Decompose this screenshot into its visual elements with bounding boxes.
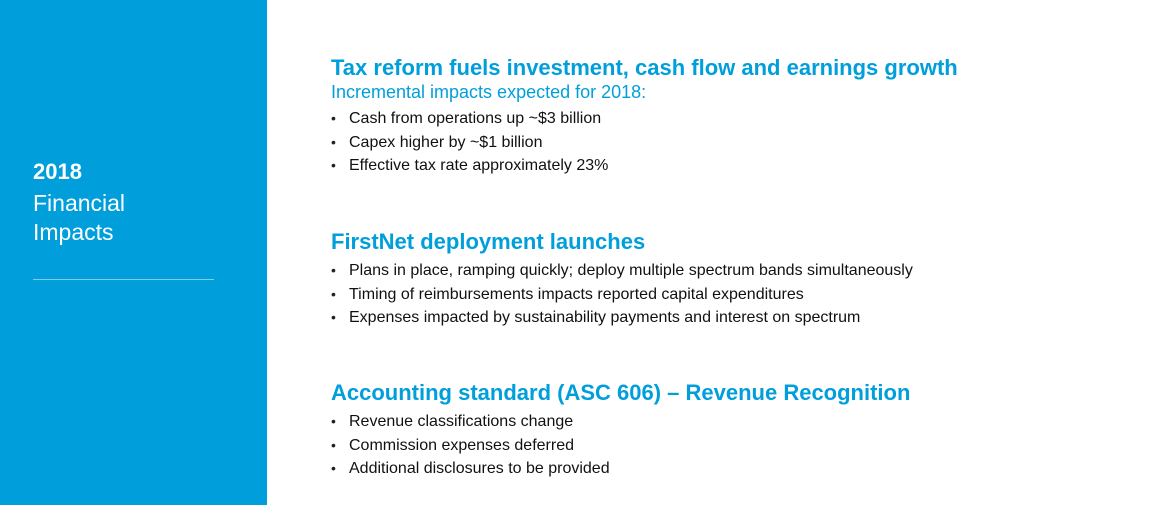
bullet-icon: • [331,413,336,429]
bullet-icon: • [331,285,336,302]
bullet-icon: • [331,110,336,126]
list-item: • Capex higher by ~$1 billion [331,131,1151,155]
list-item: • Commission expenses deferred [331,434,1151,458]
list-item-text: Expenses impacted by sustainability paym… [349,309,861,326]
sidebar-panel: 2018 Financial Impacts [0,0,267,505]
list-item: • Revenue classifications change [331,410,1151,434]
bullet-list: • Cash from operations up ~$3 billion • Ca… [331,107,1151,178]
bullet-icon: • [331,133,336,150]
sidebar-divider [33,279,214,280]
list-item: • Additional disclosures to be provided [331,457,1151,481]
list-item-text: Additional disclosures to be provided [349,460,610,477]
list-item: • Effective tax rate approximately 23% [331,154,1151,178]
list-item-text: Capex higher by ~$1 billion [349,133,543,151]
sidebar-title: Financial Impacts [33,189,125,247]
bullet-icon: • [331,262,336,278]
bullet-icon: • [331,436,336,453]
list-item-text: Effective tax rate approximately 23% [349,157,609,174]
section-heading: Tax reform fuels investment, cash flow a… [331,55,958,80]
section-subheading: Incremental impacts expected for 2018: [331,82,647,102]
list-item-text: Cash from operations up ~$3 billion [349,110,602,127]
list-item-text: Timing of reimbursements impacts reporte… [349,285,804,303]
list-item-text: Plans in place, ramping quickly; deploy … [349,262,913,279]
bullet-list: • Revenue classifications change • Commiss… [331,410,1151,481]
section-tax-reform: Tax reform fuels investment, cash flow a… [331,55,1151,178]
section-accounting-standard: Accounting standard (ASC 606) – Revenue … [331,380,1151,481]
list-item: • Plans in place, ramping quickly; deploy… [331,259,1151,283]
bullet-icon: • [331,309,336,325]
bullet-icon: • [331,460,336,476]
list-item: • Expenses impacted by sustainability pay… [331,306,1151,330]
sidebar-year: 2018 [33,159,82,184]
bullet-icon: • [331,157,336,173]
list-item: • Timing of reimbursements impacts report… [331,283,1151,307]
section-heading: Accounting standard (ASC 606) – Revenue … [331,380,911,405]
list-item-text: Commission expenses deferred [349,436,574,454]
section-firstnet: FirstNet deployment launches • Plans in p… [331,229,1151,330]
list-item-text: Revenue classifications change [349,413,574,430]
sidebar-title-line: Impacts [33,219,114,245]
sidebar-title-line: Financial [33,190,126,216]
list-item: • Cash from operations up ~$3 billion [331,107,1151,131]
bullet-list: • Plans in place, ramping quickly; deploy… [331,259,1151,330]
section-heading: FirstNet deployment launches [331,229,646,254]
